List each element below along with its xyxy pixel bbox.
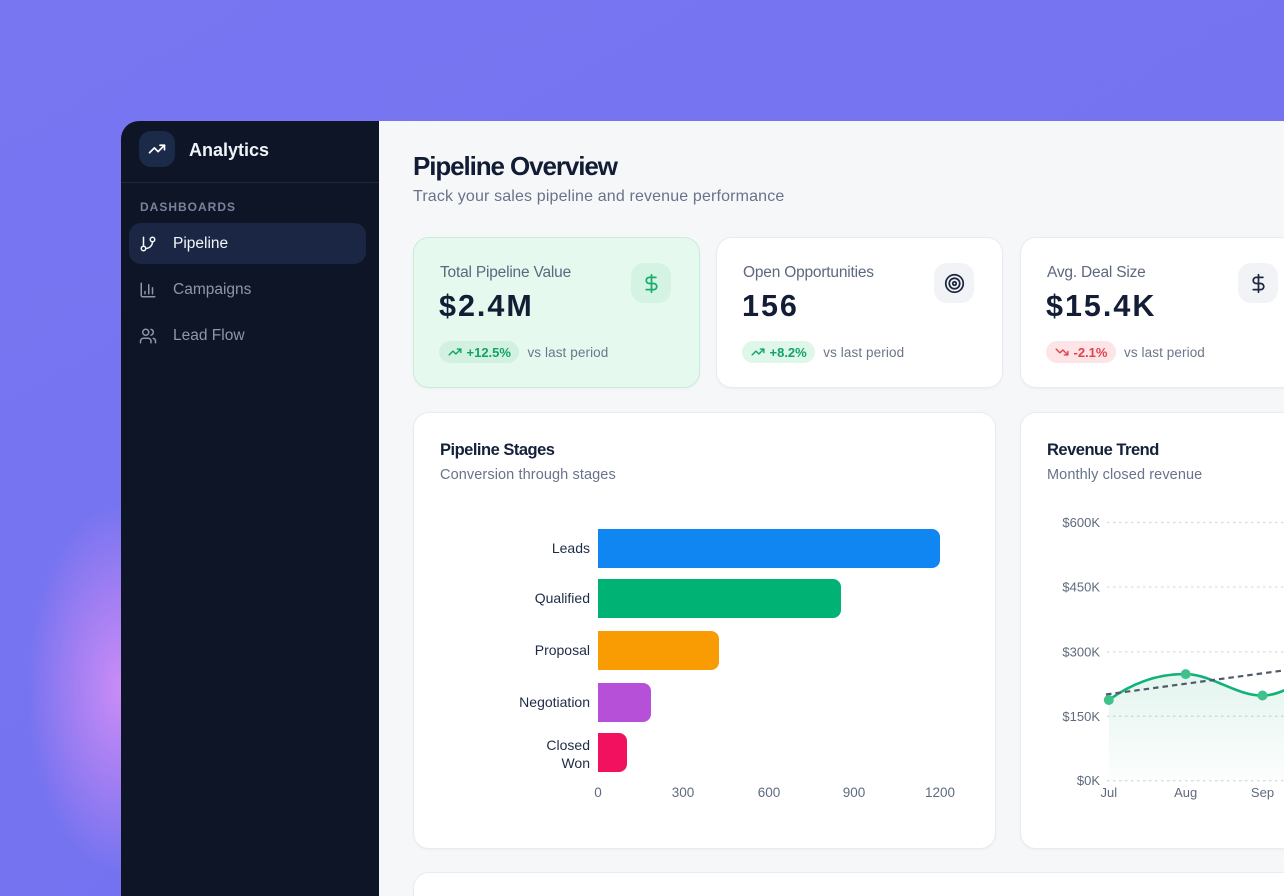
svg-text:$450K: $450K	[1062, 580, 1100, 595]
svg-text:Aug: Aug	[1174, 785, 1197, 800]
svg-text:Sep: Sep	[1251, 785, 1274, 800]
svg-text:$0K: $0K	[1077, 773, 1100, 788]
svg-text:$600K: $600K	[1062, 515, 1100, 530]
svg-text:$300K: $300K	[1062, 644, 1100, 659]
svg-text:Jul: Jul	[1100, 785, 1117, 800]
svg-text:$150K: $150K	[1062, 709, 1100, 724]
